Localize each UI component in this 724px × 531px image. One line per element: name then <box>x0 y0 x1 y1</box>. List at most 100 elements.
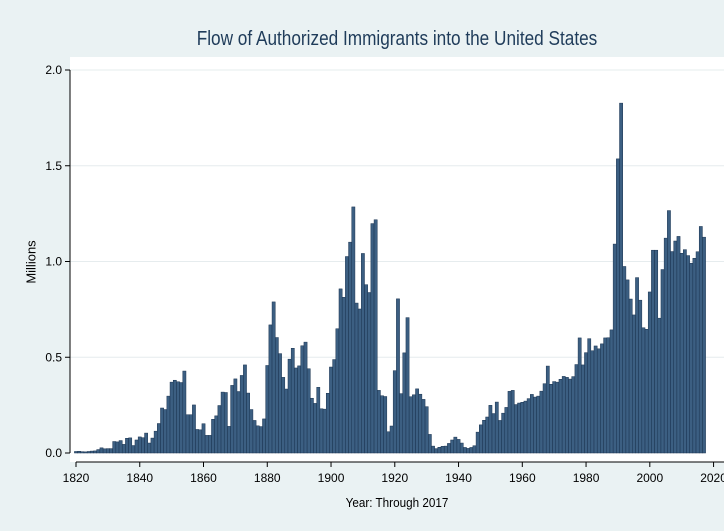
bar <box>90 451 93 453</box>
bar <box>365 285 368 453</box>
bar <box>221 392 224 453</box>
bar <box>489 405 492 453</box>
bar <box>247 393 250 453</box>
bar <box>84 452 87 453</box>
bar <box>578 338 581 453</box>
bar <box>269 325 272 453</box>
bar <box>272 302 275 453</box>
bar <box>205 435 208 453</box>
bar <box>498 420 501 453</box>
bar <box>400 394 403 453</box>
bar <box>320 409 323 453</box>
bar <box>677 236 680 453</box>
bar <box>562 376 565 453</box>
bar <box>661 270 664 453</box>
bar <box>686 256 689 453</box>
bar <box>588 339 591 453</box>
bar <box>492 414 495 453</box>
bar <box>575 365 578 453</box>
bar <box>291 348 294 453</box>
bar <box>658 318 661 453</box>
bar <box>116 442 119 453</box>
bar <box>674 241 677 453</box>
bar <box>514 405 517 453</box>
bar <box>132 446 135 453</box>
bar <box>457 439 460 453</box>
x-axis-label: Year: Through 2017 <box>103 495 692 510</box>
bar <box>183 371 186 453</box>
x-tick-label: 1900 <box>318 471 345 485</box>
x-tick-label: 1820 <box>63 471 90 485</box>
bar <box>333 360 336 453</box>
bar <box>122 444 125 453</box>
bar <box>135 440 138 453</box>
bar <box>326 393 329 453</box>
bar <box>329 367 332 453</box>
bar <box>699 226 702 453</box>
bar <box>285 389 288 453</box>
bar <box>106 449 109 453</box>
bar <box>78 451 81 453</box>
bar <box>103 449 106 453</box>
bar <box>390 426 393 453</box>
bar <box>533 397 536 453</box>
bar <box>218 406 221 453</box>
bar <box>387 432 390 453</box>
bar <box>109 449 112 453</box>
bar <box>431 446 434 453</box>
bar <box>438 447 441 453</box>
x-tick-label: 2000 <box>636 471 663 485</box>
bar <box>607 338 610 453</box>
bar <box>294 368 297 453</box>
bar <box>422 399 425 453</box>
bar <box>304 342 307 453</box>
bar <box>473 446 476 453</box>
bar <box>262 419 265 453</box>
bar <box>202 424 205 453</box>
y-axis-label: Millions <box>24 240 39 283</box>
bar <box>441 446 444 453</box>
bar <box>511 390 514 453</box>
bar <box>518 403 521 453</box>
bar <box>259 427 262 453</box>
bar <box>154 431 157 453</box>
bar <box>87 451 90 453</box>
bar <box>591 351 594 453</box>
bar <box>406 318 409 453</box>
bar <box>639 300 642 453</box>
bar <box>336 329 339 453</box>
bar <box>671 252 674 453</box>
bar <box>702 237 705 453</box>
bar <box>125 438 128 453</box>
bar <box>199 430 202 453</box>
bar <box>164 410 167 453</box>
bar <box>231 385 234 453</box>
bar <box>342 297 345 453</box>
bar <box>243 365 246 453</box>
bar <box>100 448 103 453</box>
bar <box>604 338 607 453</box>
bar <box>479 425 482 453</box>
bar <box>196 429 199 453</box>
bar <box>403 353 406 453</box>
bar <box>444 446 447 453</box>
bar <box>597 349 600 453</box>
x-tick-label: 1940 <box>445 471 472 485</box>
bar <box>559 379 562 453</box>
bar <box>151 438 154 453</box>
bar <box>470 447 473 453</box>
bar <box>508 391 511 453</box>
bar <box>693 258 696 453</box>
bar <box>94 451 97 453</box>
bar <box>278 354 281 453</box>
bar <box>527 399 530 453</box>
bar <box>584 353 587 453</box>
bar <box>537 396 540 453</box>
bar <box>208 435 211 453</box>
bar <box>655 250 658 453</box>
bar <box>521 402 524 453</box>
bar <box>572 377 575 453</box>
x-tick-label: 1980 <box>573 471 600 485</box>
x-tick-label: 1880 <box>254 471 281 485</box>
